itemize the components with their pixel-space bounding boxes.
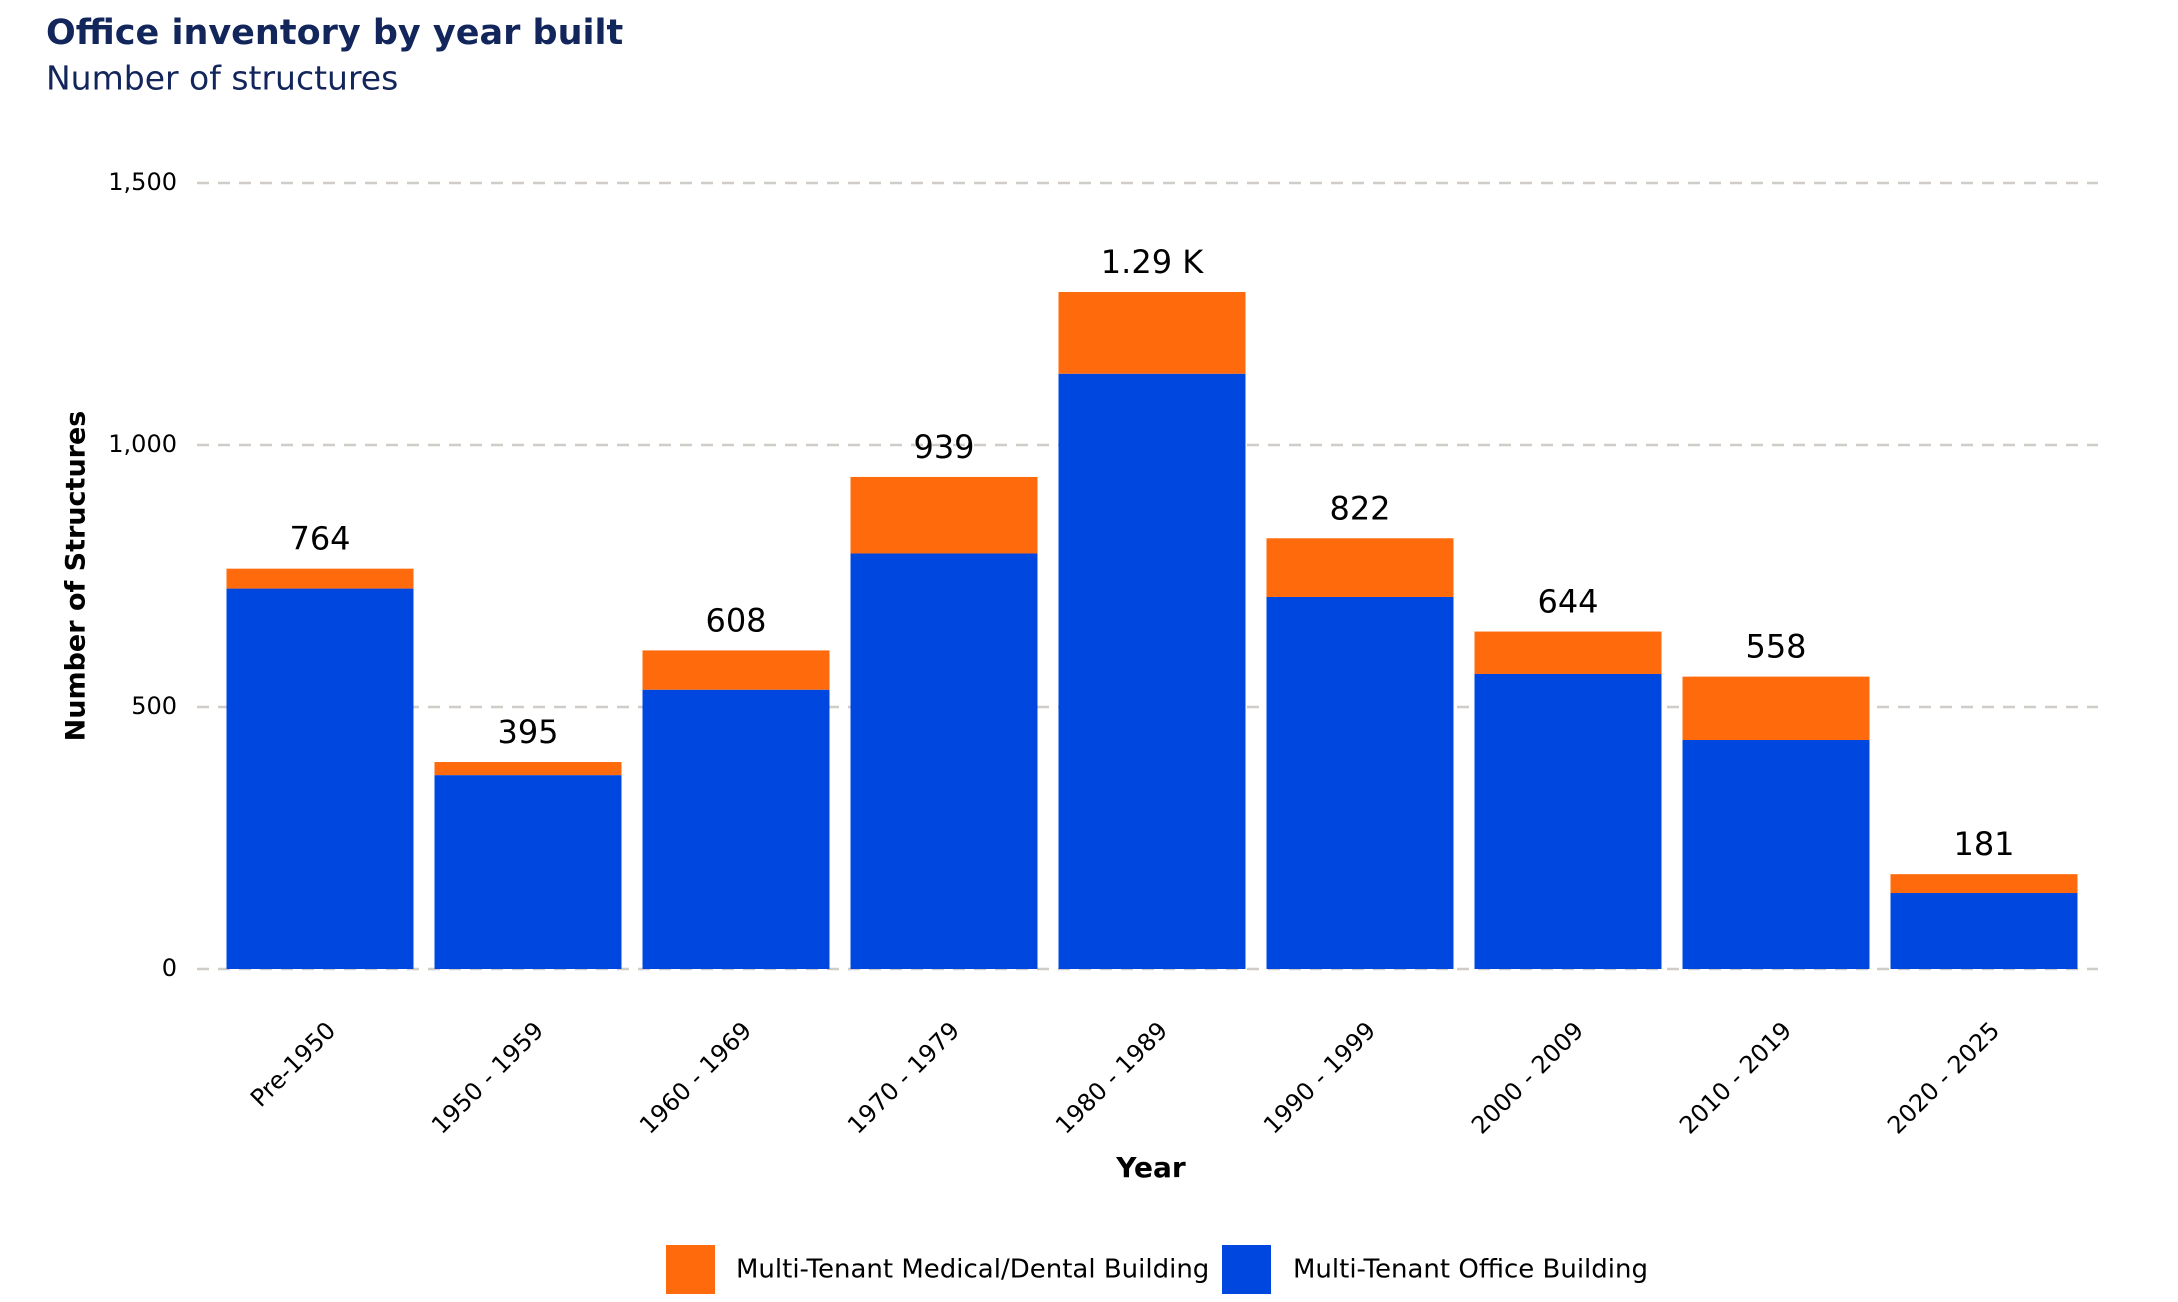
- bar-segment: [226, 588, 414, 969]
- y-tick-label: 1,000: [108, 430, 177, 458]
- bar-segment: [434, 775, 622, 969]
- legend-label: Multi-Tenant Medical/Dental Building: [736, 1255, 1209, 1285]
- bar-segment: [226, 568, 414, 589]
- bar-segment: [1266, 596, 1454, 969]
- bar-segment: [642, 689, 830, 969]
- legend-swatch: [1222, 1245, 1271, 1294]
- bar-segment: [1890, 874, 2078, 894]
- x-axis-label: Year: [1115, 1151, 1186, 1184]
- y-tick-label: 0: [162, 954, 177, 982]
- bar-segment: [1474, 631, 1662, 674]
- bar-segment: [1058, 373, 1246, 970]
- bar-segment: [1890, 893, 2078, 969]
- legend-label: Multi-Tenant Office Building: [1293, 1255, 1648, 1285]
- total-label: 395: [497, 713, 558, 751]
- bar-segment: [850, 476, 1038, 554]
- bar-segment: [1682, 740, 1870, 969]
- y-axis-label: Number of Structures: [61, 411, 92, 742]
- bar-segment: [1474, 673, 1662, 969]
- bar-segment: [1682, 676, 1870, 741]
- chart-title: Office inventory by year built: [46, 13, 623, 53]
- x-tick-label: 2020 - 2025: [1882, 1016, 2005, 1139]
- chart-subtitle: Number of structures: [46, 59, 398, 98]
- total-label: 608: [705, 601, 766, 639]
- total-label: 822: [1329, 489, 1390, 527]
- y-tick-label: 1,500: [108, 168, 177, 196]
- legend-swatch: [666, 1245, 715, 1294]
- x-tick-label: 2000 - 2009: [1466, 1016, 1589, 1139]
- x-tick-label: 1990 - 1999: [1258, 1016, 1381, 1139]
- total-label: 181: [1953, 825, 2014, 863]
- bar-segment: [1058, 291, 1246, 374]
- y-tick-label: 500: [131, 692, 177, 720]
- bar-segment: [434, 762, 622, 776]
- total-label: 939: [913, 428, 974, 466]
- x-tick-label: 1950 - 1959: [426, 1016, 549, 1139]
- total-label: 644: [1537, 583, 1598, 621]
- x-tick-label: 2010 - 2019: [1674, 1016, 1797, 1139]
- x-tick-label: 1960 - 1969: [634, 1016, 757, 1139]
- bar-segment: [642, 650, 830, 690]
- total-label: 1.29 K: [1101, 243, 1204, 281]
- total-label: 558: [1745, 628, 1806, 666]
- bar-segment: [1266, 538, 1454, 597]
- bar-segment: [850, 553, 1038, 969]
- x-tick-label: 1970 - 1979: [842, 1016, 965, 1139]
- total-label: 764: [289, 520, 350, 558]
- x-tick-label: Pre-1950: [245, 1016, 341, 1112]
- x-tick-label: 1980 - 1989: [1050, 1016, 1173, 1139]
